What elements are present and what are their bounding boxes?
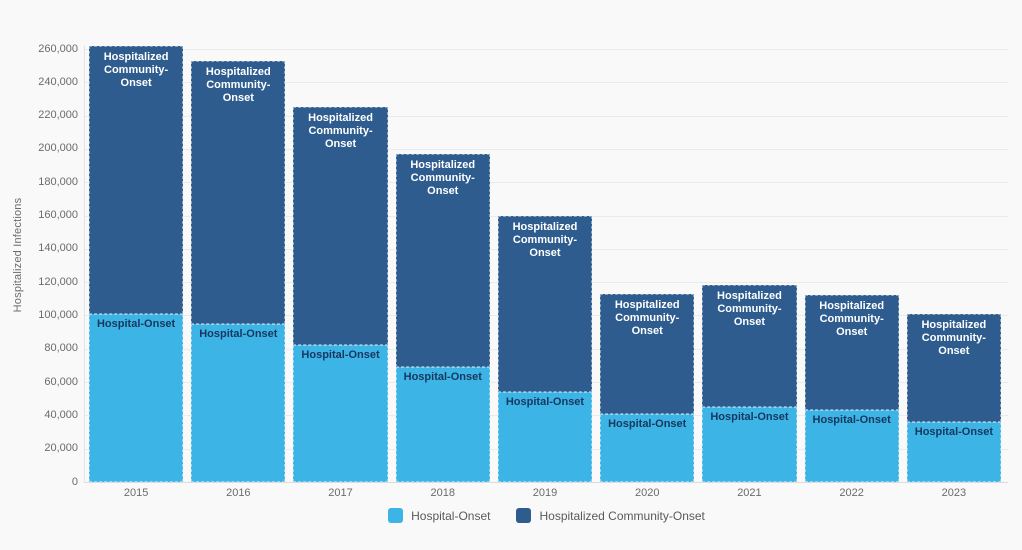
legend-label-hospital-onset: Hospital-Onset	[411, 508, 491, 523]
x-axis-line	[85, 482, 1008, 483]
bar-label-hospital-onset: Hospital-Onset	[914, 426, 993, 439]
bar-2015-hospitalized-community-onset[interactable]: Hospitalized Community-Onset	[89, 45, 184, 314]
legend-swatch-hospital-onset	[388, 508, 404, 523]
y-tick-label: 160,000	[38, 209, 78, 222]
y-tick-label: 260,000	[38, 42, 78, 55]
bar-2016-hospital-onset[interactable]: Hospital-Onset	[191, 323, 286, 482]
y-tick-label: 120,000	[38, 275, 78, 288]
y-tick-label: 60,000	[44, 375, 78, 388]
bar-label-hospital-onset: Hospital-Onset	[403, 371, 482, 384]
bar-label-hospital-onset: Hospital-Onset	[608, 417, 687, 430]
bar-label-hospitalized-community-onset: Hospitalized Community-Onset	[614, 298, 680, 337]
x-tick-label-2017: 2017	[328, 487, 353, 499]
bar-2022-hospital-onset[interactable]: Hospital-Onset	[804, 410, 899, 482]
y-tick-label: 180,000	[38, 175, 78, 188]
bar-label-hospital-onset: Hospital-Onset	[199, 327, 278, 340]
y-tick-label: 80,000	[44, 342, 78, 355]
y-tick-label: 100,000	[38, 308, 78, 321]
x-tick-label-2022: 2022	[839, 487, 864, 499]
y-tick-label: 220,000	[38, 109, 78, 122]
x-tick-label-2016: 2016	[226, 487, 251, 499]
bar-label-hospital-onset: Hospital-Onset	[505, 396, 585, 409]
bar-2019-hospitalized-community-onset[interactable]: Hospitalized Community-Onset	[497, 215, 593, 393]
bar-2020-hospital-onset[interactable]: Hospital-Onset	[600, 413, 695, 482]
bar-2018-hospitalized-community-onset[interactable]: Hospitalized Community-Onset	[395, 153, 490, 368]
legend-swatch-community-onset	[516, 508, 532, 523]
y-tick-label: 0	[71, 475, 78, 488]
y-tick-label: 20,000	[44, 442, 78, 455]
bar-2018-hospital-onset[interactable]: Hospital-Onset	[395, 367, 490, 482]
bar-2021-hospitalized-community-onset[interactable]: Hospitalized Community-Onset	[702, 285, 797, 408]
gridline	[85, 49, 1008, 50]
x-tick-label-2020: 2020	[634, 487, 660, 499]
y-axis-line	[84, 46, 85, 483]
y-tick-label: 140,000	[38, 242, 78, 255]
x-tick-label-2018: 2018	[430, 487, 455, 499]
gridline	[85, 82, 1008, 84]
x-tick-label-2021: 2021	[737, 487, 762, 499]
bar-2022-hospitalized-community-onset[interactable]: Hospitalized Community-Onset	[804, 295, 899, 411]
bar-2021-hospital-onset[interactable]: Hospital-Onset	[702, 407, 797, 482]
bar-2016-hospitalized-community-onset[interactable]: Hospitalized Community-Onset	[191, 60, 286, 324]
bar-2017-hospitalized-community-onset[interactable]: Hospitalized Community-Onset	[293, 107, 388, 346]
gridline	[85, 148, 1008, 150]
legend: Hospital-Onset Hospitalized Community-On…	[85, 508, 1008, 523]
bar-label-hospitalized-community-onset: Hospitalized Community-Onset	[717, 290, 782, 329]
legend-label-community-onset: Hospitalized Community-Onset	[539, 508, 705, 523]
legend-item-hospital-onset[interactable]: Hospital-Onset	[388, 508, 490, 523]
bar-2020-hospitalized-community-onset[interactable]: Hospitalized Community-Onset	[600, 293, 695, 414]
bar-label-hospitalized-community-onset: Hospitalized Community-Onset	[921, 318, 987, 357]
bar-label-hospitalized-community-onset: Hospitalized Community-Onset	[103, 50, 169, 89]
bar-label-hospitalized-community-onset: Hospitalized Community-Onset	[205, 65, 271, 104]
y-tick-label: 240,000	[38, 75, 78, 88]
gridline	[85, 182, 1008, 184]
bar-label-hospital-onset: Hospital-Onset	[301, 349, 380, 362]
bar-2019-hospital-onset[interactable]: Hospital-Onset	[497, 392, 593, 482]
bar-label-hospitalized-community-onset: Hospitalized Community-Onset	[308, 112, 373, 151]
bar-label-hospitalized-community-onset: Hospitalized Community-Onset	[512, 220, 578, 259]
bar-2023-hospitalized-community-onset[interactable]: Hospitalized Community-Onset	[906, 313, 1001, 423]
bar-2017-hospital-onset[interactable]: Hospital-Onset	[293, 345, 388, 482]
bar-2023-hospital-onset[interactable]: Hospital-Onset	[906, 422, 1001, 482]
gridline	[85, 115, 1008, 117]
x-tick-label-2019: 2019	[532, 487, 558, 499]
bar-label-hospital-onset: Hospital-Onset	[96, 317, 176, 330]
x-tick-label-2015: 2015	[123, 487, 149, 499]
x-tick-label-2023: 2023	[941, 487, 967, 499]
bar-label-hospital-onset: Hospital-Onset	[812, 414, 891, 427]
y-tick-label: 200,000	[38, 142, 78, 155]
bar-label-hospitalized-community-onset: Hospitalized Community-Onset	[410, 158, 476, 197]
bar-label-hospitalized-community-onset: Hospitalized Community-Onset	[819, 300, 885, 339]
legend-item-community-onset[interactable]: Hospitalized Community-Onset	[516, 508, 705, 523]
bar-2015-hospital-onset[interactable]: Hospital-Onset	[89, 313, 184, 482]
bar-label-hospital-onset: Hospital-Onset	[710, 411, 789, 424]
y-tick-label: 40,000	[44, 408, 78, 421]
